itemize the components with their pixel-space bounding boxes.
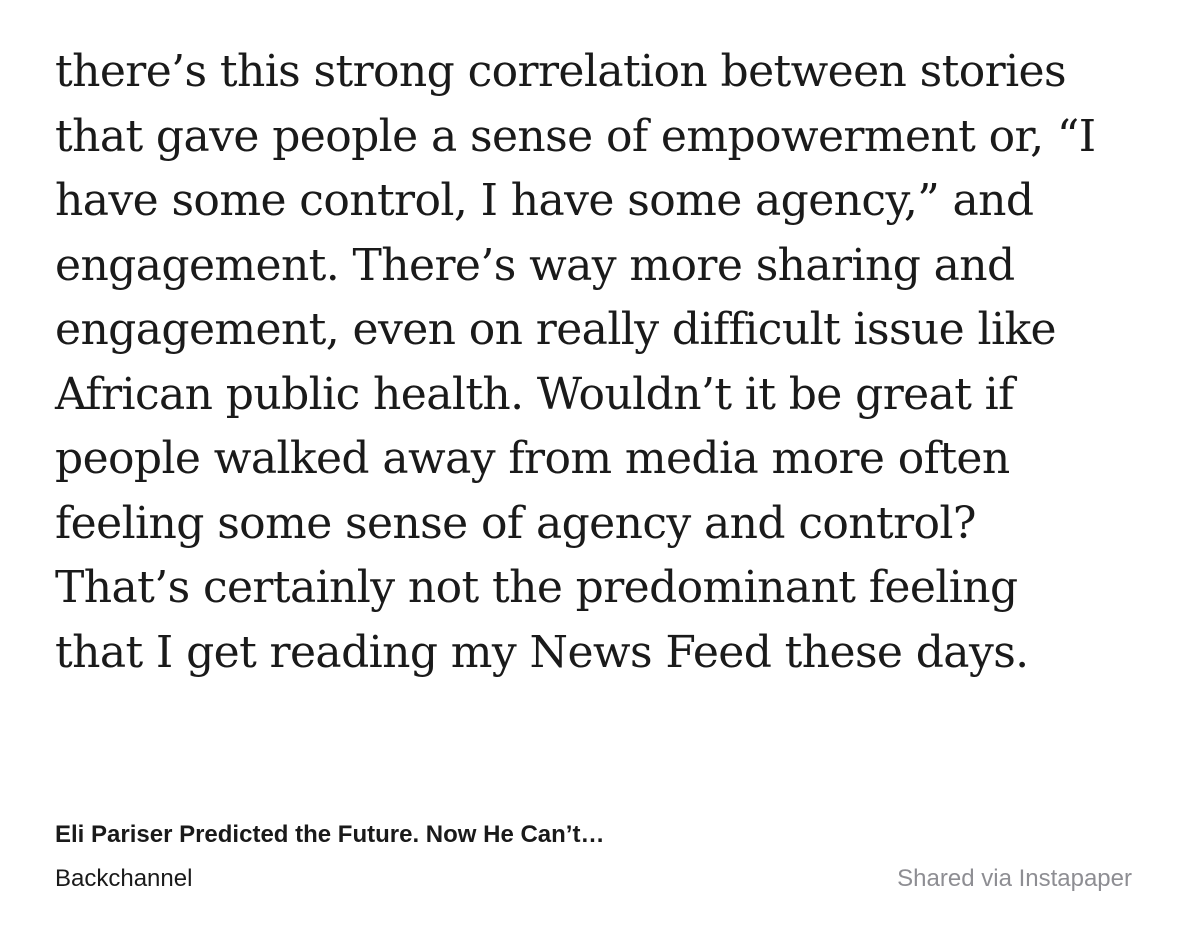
quote-line: have some control, I have some agency,” … [55,175,1034,226]
quote-line: that gave people a sense of empowerment … [55,110,1096,162]
quote-line: That’s certainly not the predominant fee… [55,562,1018,613]
quote-line: there’s this strong correlation between … [55,46,1067,97]
quote-line: that I get reading my News Feed these da… [55,626,1029,678]
quote-line: African public health. Wouldn’t it be gr… [55,368,1014,420]
article-title[interactable]: Eli Pariser Predicted the Future. Now He… [55,821,605,848]
quote-text: there’s this strong correlation between … [55,40,1165,685]
quote-line: engagement, even on really difficult iss… [55,304,1057,355]
quote-line: people walked away from media more often [55,433,1010,484]
publication-name: Backchannel [55,865,193,892]
shared-via-label: Shared via Instapaper [897,865,1132,892]
quote-line: feeling some sense of agency and control… [55,497,976,549]
quote-footer: Eli Pariser Predicted the Future. Now He… [55,818,1132,896]
footer-row: Backchannel Shared via Instapaper [55,862,1132,896]
quote-line: engagement. There’s way more sharing and [55,239,1015,291]
